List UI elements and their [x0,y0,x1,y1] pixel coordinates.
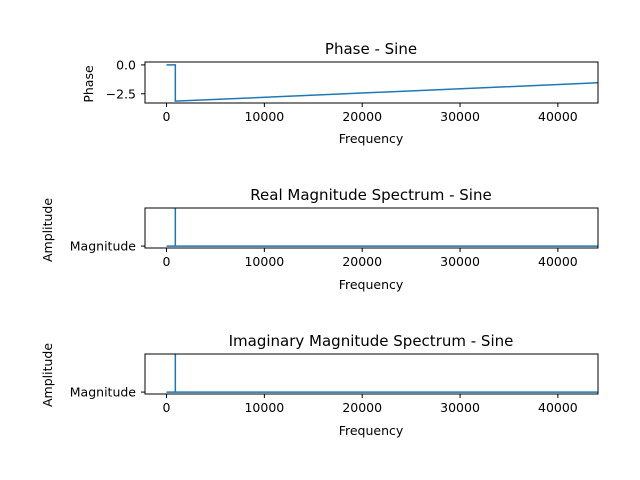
imaginary-magnitude-axes-frame [144,353,599,395]
real-magnitude-y-axis-label: Amplitude [40,198,55,262]
real-magnitude-series-line [166,208,598,247]
phase-x-ticks: 0 10000 20000 30000 40000 [163,103,578,124]
imaginary-magnitude-title: Imaginary Magnitude Spectrum - Sine [229,332,514,350]
real-magnitude-y-tick-label: Magnitude [70,239,137,254]
real-magnitude-y-ticks: Magnitude [70,239,145,254]
phase-x-tick-label: 10000 [244,109,284,124]
real-magnitude-x-tick-label: 0 [163,254,171,269]
real-magnitude-x-tick-label: 10000 [244,254,284,269]
imaginary-magnitude-x-ticks: 0 10000 20000 30000 40000 [163,394,578,415]
phase-x-axis-label: Frequency [339,131,404,146]
phase-title: Phase - Sine [325,40,417,58]
real-magnitude-x-tick-label: 40000 [538,254,578,269]
imaginary-magnitude-x-tick-label: 10000 [244,400,284,415]
imaginary-magnitude-x-tick-label: 20000 [342,400,382,415]
imaginary-magnitude-y-ticks: Magnitude [70,385,145,400]
imaginary-magnitude-series-line [166,354,598,393]
phase-y-axis-label: Phase [81,65,96,103]
phase-y-ticks: 0.0 −2.5 [106,57,145,101]
real-magnitude-x-ticks: 0 10000 20000 30000 40000 [163,248,578,269]
phase-axes-frame [144,61,599,104]
subplot-imaginary-magnitude: Imaginary Magnitude Spectrum - Sine 0 100… [40,332,599,438]
imaginary-magnitude-x-tick-label: 40000 [538,400,578,415]
real-magnitude-axes-frame [144,207,599,249]
imaginary-magnitude-x-tick-label: 0 [163,400,171,415]
subplot-real-magnitude: Real Magnitude Spectrum - Sine 0 10000 200… [40,186,599,292]
phase-y-tick-label: 0.0 [116,57,136,72]
phase-y-tick-label: −2.5 [106,86,136,101]
phase-plot-area [166,64,598,102]
imaginary-magnitude-x-tick-label: 30000 [440,400,480,415]
real-magnitude-x-axis-label: Frequency [339,277,404,292]
imaginary-magnitude-plot-area [166,354,598,393]
real-magnitude-plot-area [166,208,598,247]
imaginary-magnitude-x-axis-label: Frequency [339,423,404,438]
imaginary-magnitude-y-axis-label: Amplitude [40,343,55,407]
real-magnitude-title: Real Magnitude Spectrum - Sine [250,186,491,204]
phase-x-tick-label: 30000 [440,109,480,124]
real-magnitude-x-tick-label: 30000 [440,254,480,269]
imaginary-magnitude-y-tick-label: Magnitude [70,385,137,400]
subplot-phase: Phase - Sine 0 10000 20000 30000 40000 0.0 −2… [81,40,599,146]
phase-x-tick-label: 0 [163,109,171,124]
phase-series-line [166,64,598,102]
phase-x-tick-label: 20000 [342,109,382,124]
real-magnitude-x-tick-label: 20000 [342,254,382,269]
phase-x-tick-label: 40000 [538,109,578,124]
